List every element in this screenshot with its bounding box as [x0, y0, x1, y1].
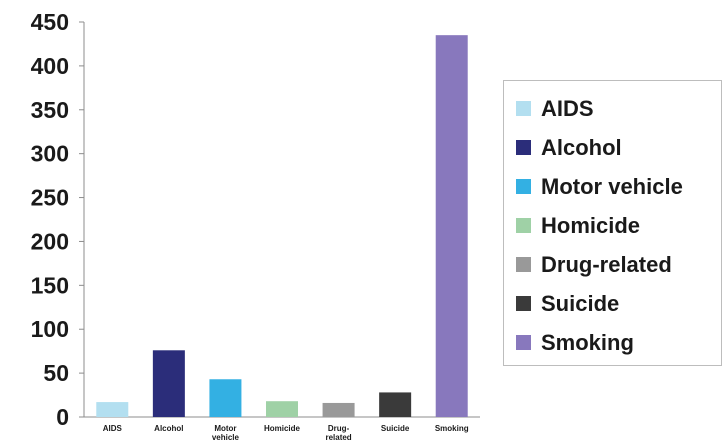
- y-tick-label: 200: [31, 228, 69, 254]
- x-tick-label-line: Motor: [214, 424, 236, 433]
- bar-homicide: [266, 401, 298, 417]
- y-tick-label: 250: [31, 185, 69, 211]
- legend-label: Suicide: [541, 290, 620, 316]
- legend-label: Alcohol: [541, 134, 622, 160]
- legend-swatch: [516, 296, 531, 311]
- x-tick-label-line: Alcohol: [154, 424, 183, 433]
- x-tick-label-line: Homicide: [264, 424, 301, 433]
- legend-label: AIDS: [541, 95, 594, 121]
- legend-swatch: [516, 140, 531, 155]
- bar-aids: [96, 402, 129, 417]
- legend-item: Alcohol: [504, 128, 721, 167]
- bar-alcohol: [152, 350, 185, 417]
- legend-item: Motor vehicle: [504, 167, 721, 206]
- bar-smoking: [435, 35, 468, 418]
- legend-item: AIDS: [504, 89, 721, 128]
- legend-label: Drug-related: [541, 251, 672, 277]
- legend-item: Smoking: [504, 323, 721, 362]
- x-tick-label-line: Smoking: [435, 424, 469, 433]
- y-tick-label: 150: [31, 272, 69, 298]
- x-axis: AIDS Alcohol Motor vehicle Homicide Drug-rela…: [84, 416, 480, 442]
- x-tick-label-line: related: [325, 433, 351, 442]
- bars: [96, 35, 468, 418]
- x-tick-label: Motor vehicle: [212, 424, 240, 442]
- legend-label: Smoking: [541, 329, 634, 355]
- x-tick-label-line: AIDS: [103, 424, 123, 433]
- legend-swatch: [516, 101, 531, 116]
- x-tick-label: Homicide: [264, 424, 301, 433]
- bar-drug-related: [322, 402, 355, 417]
- y-tick-label: 400: [31, 53, 69, 79]
- x-tick-label: Suicide: [381, 424, 410, 433]
- y-tick-label: 0: [56, 404, 69, 430]
- x-tick-label-line: vehicle: [212, 433, 240, 442]
- y-axis: 0 50 100 150 200 250 300 350 400 450: [31, 9, 85, 430]
- x-tick-label: Smoking: [435, 424, 469, 433]
- y-tick-label: 450: [31, 9, 69, 35]
- legend-swatch: [516, 218, 531, 233]
- bar-motor-vehicle: [209, 379, 242, 417]
- y-tick-label: 100: [31, 316, 69, 342]
- legend-label: Motor vehicle: [541, 173, 683, 199]
- y-tick-label: 350: [31, 97, 69, 123]
- legend-item: Drug-related: [504, 245, 721, 284]
- x-tick-label-line: Suicide: [381, 424, 410, 433]
- x-tick-label: AIDS: [103, 424, 123, 433]
- x-tick-label: Drug-related: [325, 424, 351, 442]
- legend-swatch: [516, 257, 531, 272]
- x-tick-label-line: Drug-: [328, 424, 350, 433]
- legend-label: Homicide: [541, 212, 641, 238]
- legend: AIDS Alcohol Motor vehicle Homicide Drug-rel…: [503, 80, 722, 366]
- bar-suicide: [379, 392, 412, 417]
- x-tick-label: Alcohol: [154, 424, 183, 433]
- legend-item: Homicide: [504, 206, 721, 245]
- y-tick-label: 50: [43, 360, 69, 386]
- y-tick-label: 300: [31, 141, 69, 167]
- legend-swatch: [516, 179, 531, 194]
- legend-item: Suicide: [504, 284, 721, 323]
- legend-swatch: [516, 335, 531, 350]
